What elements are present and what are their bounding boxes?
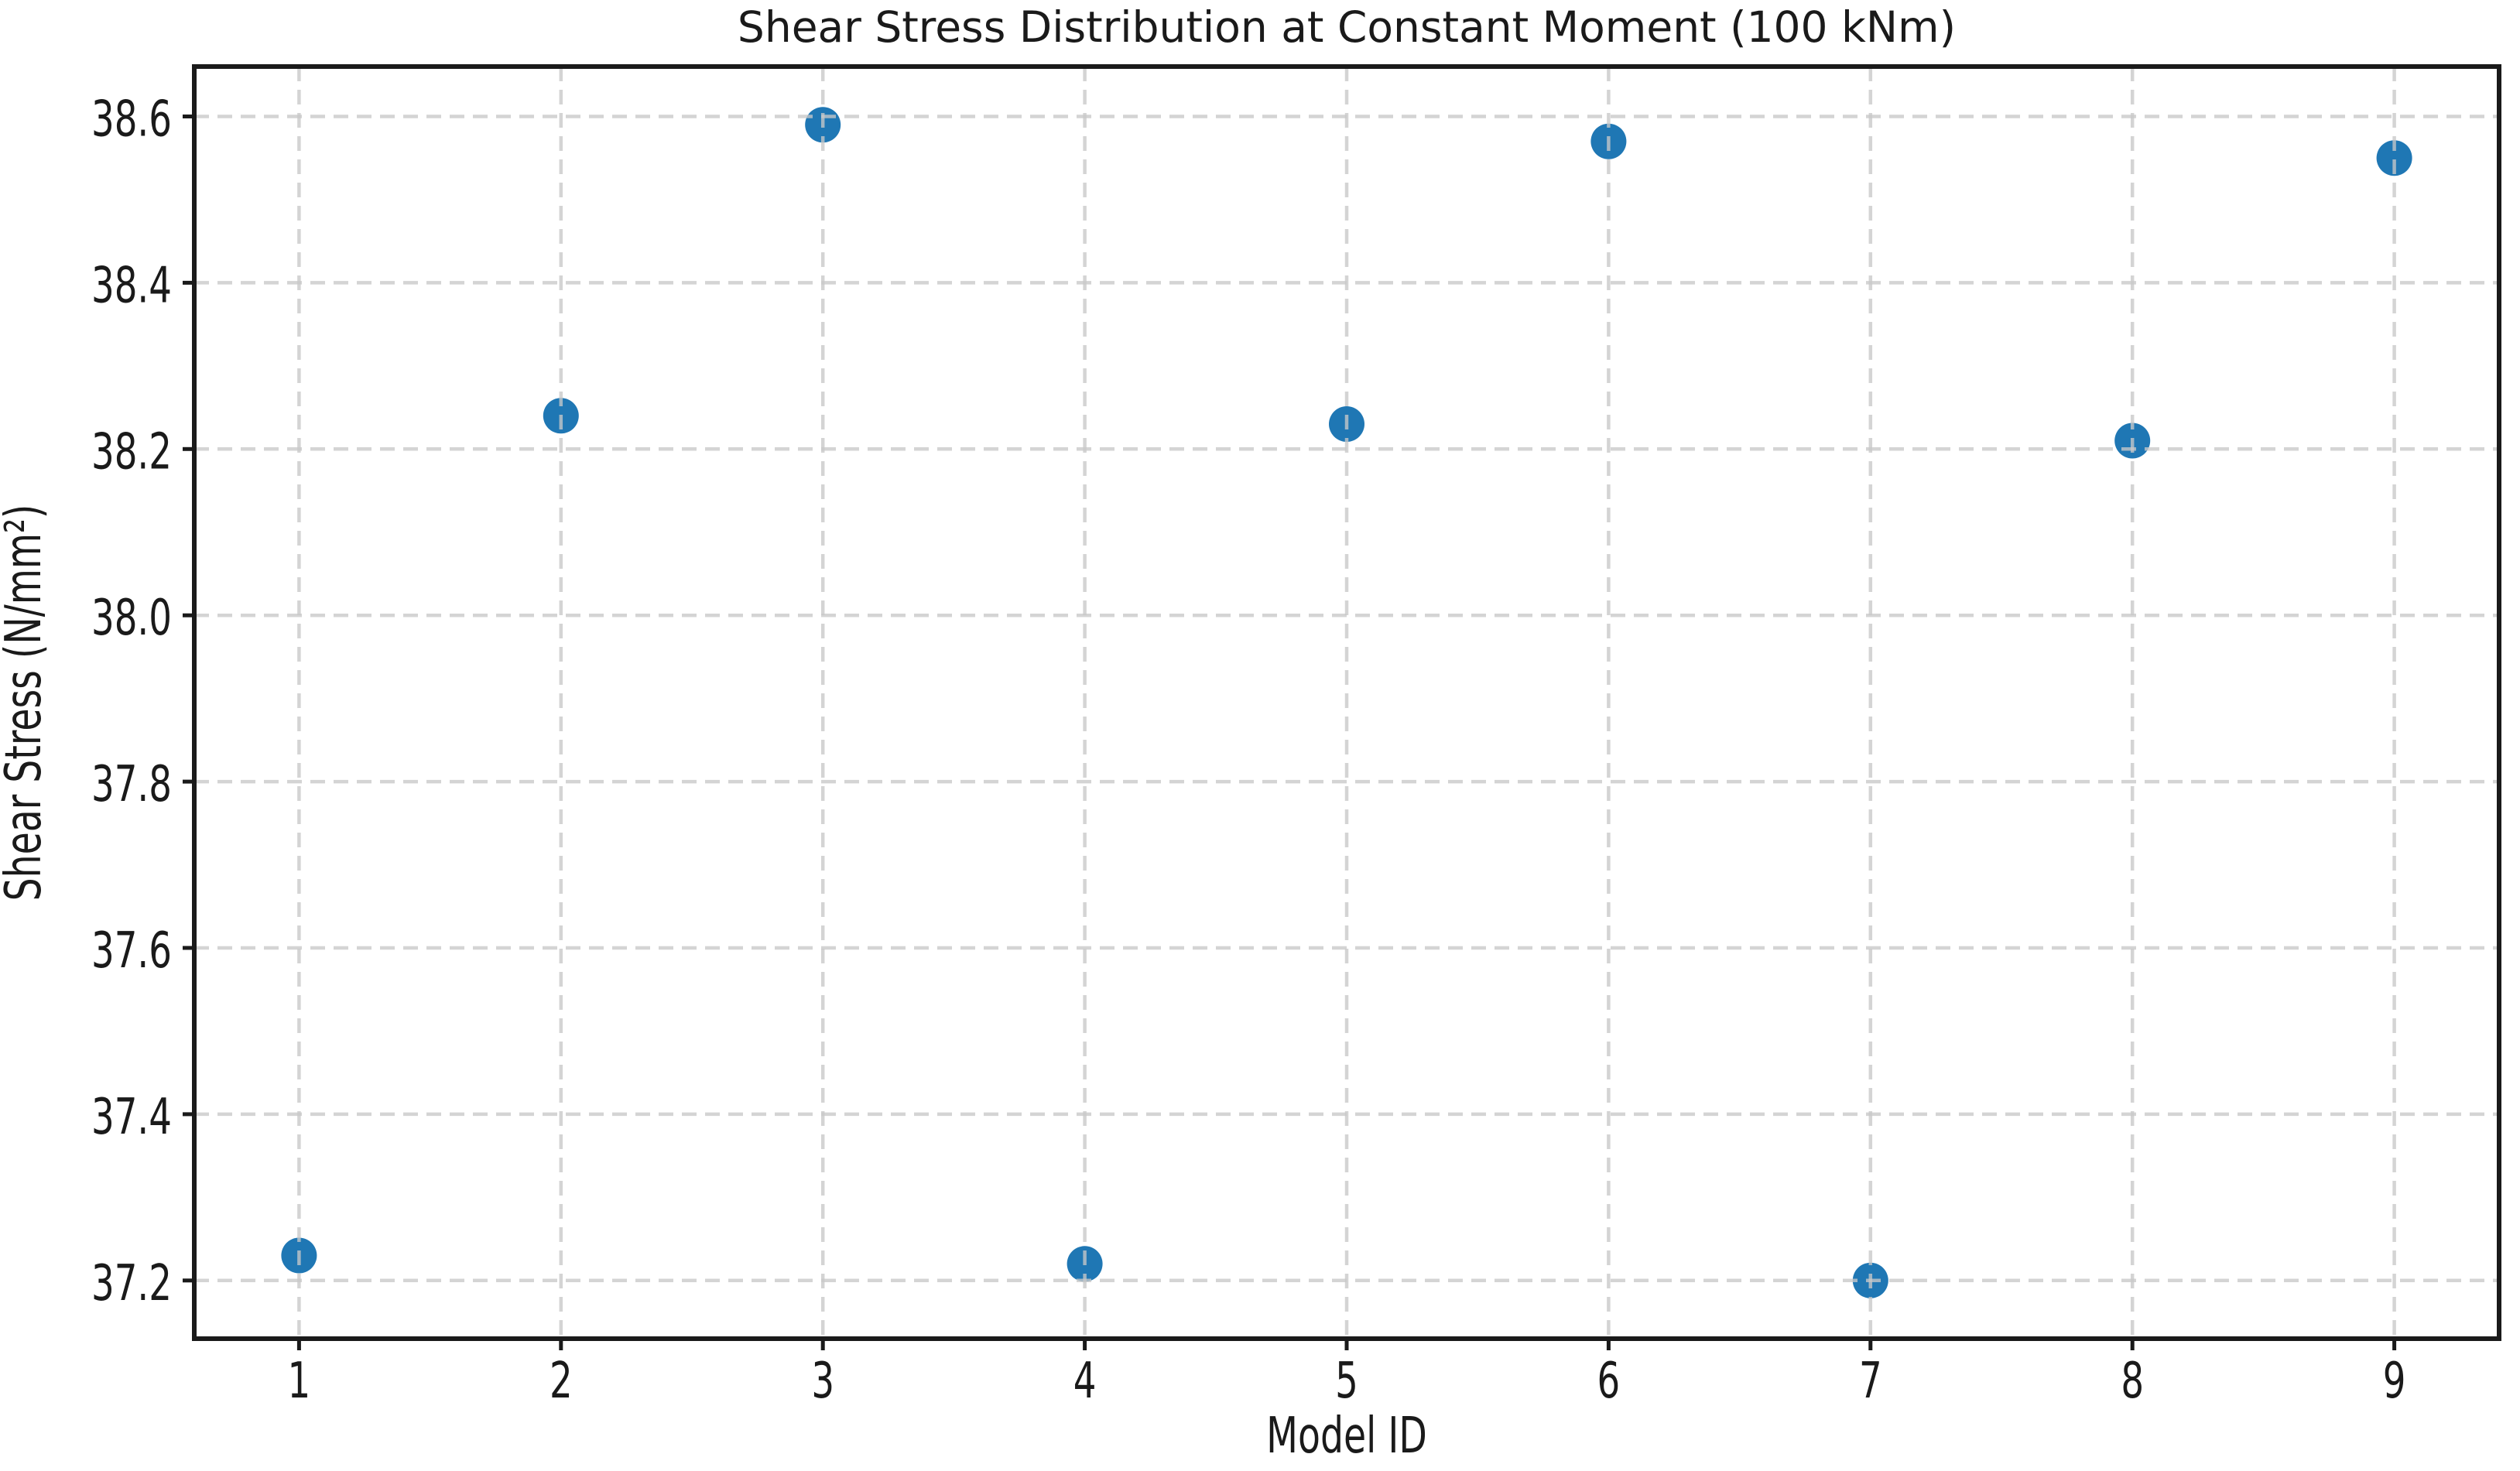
x-tick-label: 7 (1859, 1353, 1882, 1410)
tick-marks-layer (183, 115, 2397, 1350)
x-tick-label: 8 (2121, 1353, 2144, 1410)
x-tick-label: 2 (550, 1353, 573, 1410)
tick-labels-layer: 1 2 3 4 5 6 7 8 9 37.2 37.4 37.6 37.8 38.0 38.2 38.4 38.… (91, 91, 2405, 1410)
x-tick-label: 1 (288, 1353, 311, 1410)
y-tick-label: 37.8 (91, 756, 172, 813)
x-axis-label: Model ID (1266, 1408, 1427, 1465)
x-tick-label: 4 (1073, 1353, 1097, 1410)
x-tick-label: 6 (1597, 1353, 1621, 1410)
y-tick-label: 38.6 (91, 91, 172, 148)
y-tick-label: 37.2 (91, 1255, 172, 1312)
data-point (2376, 140, 2412, 176)
grid-layer (194, 67, 2499, 1339)
x-tick-label: 9 (2383, 1353, 2406, 1410)
y-tick-label: 38.2 (91, 423, 172, 481)
chart-title: Shear Stress Distribution at Constant Mo… (738, 2, 1956, 52)
y-tick-label: 38.4 (91, 257, 172, 314)
y-tick-label: 37.4 (91, 1089, 172, 1146)
y-axis-label: Shear Stress (N/mm²) (0, 505, 53, 901)
x-tick-label: 3 (811, 1353, 834, 1410)
y-tick-label: 37.6 (91, 922, 172, 980)
x-tick-label: 5 (1335, 1353, 1358, 1410)
y-tick-label: 38.0 (91, 590, 172, 647)
